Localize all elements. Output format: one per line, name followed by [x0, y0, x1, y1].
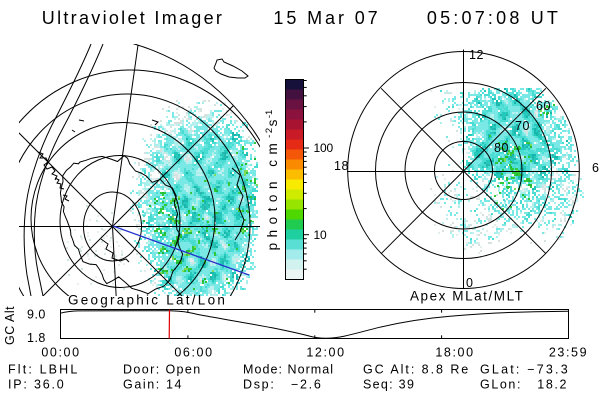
svg-text:Dsp: −2.6: Dsp: −2.6 [243, 378, 323, 392]
svg-text:9.0: 9.0 [27, 308, 46, 322]
svg-text:photon cm-2s-1: photon cm-2s-1 [264, 110, 281, 251]
svg-text:Gain: 14: Gain: 14 [123, 378, 183, 392]
svg-text:23:59: 23:59 [549, 346, 588, 360]
svg-text:6: 6 [592, 161, 599, 175]
svg-text:80: 80 [494, 141, 509, 155]
svg-text:GLon: 18.2: GLon: 18.2 [480, 378, 568, 392]
svg-text:Geographic Lat/Lon: Geographic Lat/Lon [68, 293, 227, 308]
svg-text:12: 12 [469, 48, 484, 62]
svg-text:15 Mar 07: 15 Mar 07 [273, 8, 380, 28]
svg-text:10: 10 [314, 228, 327, 242]
svg-text:GLat: −73.3: GLat: −73.3 [480, 363, 570, 377]
svg-text:IP: 36.0: IP: 36.0 [8, 378, 66, 392]
svg-text:Seq: 39: Seq: 39 [363, 378, 415, 392]
svg-text:Mode: Normal: Mode: Normal [243, 363, 334, 377]
svg-text:100: 100 [314, 141, 334, 155]
svg-text:00:00: 00:00 [41, 346, 80, 360]
svg-text:18: 18 [334, 159, 349, 173]
svg-text:60: 60 [536, 99, 551, 113]
svg-text:GC Alt: GC Alt [3, 306, 17, 345]
svg-text:12:00: 12:00 [306, 346, 345, 360]
svg-text:05:07:08 UT: 05:07:08 UT [427, 8, 561, 28]
svg-text:1.8: 1.8 [27, 331, 46, 345]
svg-text:Door: Open: Door: Open [123, 363, 202, 377]
svg-text:GC Alt: 8.8 Re: GC Alt: 8.8 Re [363, 363, 470, 377]
svg-text:0: 0 [466, 276, 473, 290]
svg-text:Ultraviolet Imager: Ultraviolet Imager [42, 8, 224, 28]
svg-text:Flt: LBHL: Flt: LBHL [8, 363, 79, 377]
svg-text:18:00: 18:00 [435, 346, 474, 360]
svg-text:70: 70 [515, 119, 530, 133]
svg-text:Apex MLat/MLT: Apex MLat/MLT [410, 289, 524, 304]
svg-text:06:00: 06:00 [174, 346, 213, 360]
